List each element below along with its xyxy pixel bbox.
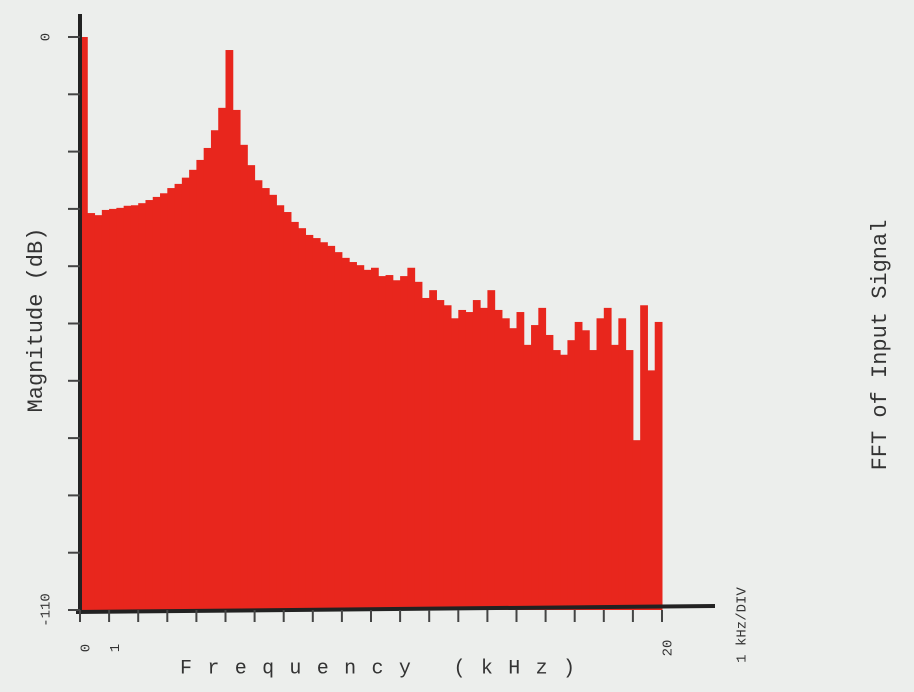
bar: [203, 147, 212, 610]
bar: [130, 205, 139, 610]
bar: [429, 290, 437, 610]
y-tick-label: -110: [39, 593, 55, 627]
bar: [225, 50, 234, 611]
bar: [531, 325, 539, 610]
bar: [312, 238, 321, 610]
bar: [560, 354, 568, 610]
bar: [574, 321, 583, 610]
bar: [625, 350, 634, 610]
bar: [116, 207, 125, 610]
bar: [138, 203, 146, 611]
bar: [371, 267, 379, 610]
bar: [167, 188, 176, 610]
bar: [283, 212, 292, 610]
bar: [109, 208, 117, 610]
bar: [94, 215, 103, 610]
bar: [232, 109, 241, 610]
bar: [290, 221, 299, 610]
bar: [407, 267, 416, 610]
bar: [611, 344, 619, 610]
bar: [596, 318, 605, 610]
bar: [647, 370, 656, 610]
bar: [632, 440, 641, 610]
bar: [349, 262, 357, 610]
bar: [451, 318, 459, 610]
bar: [538, 307, 547, 610]
bar: [145, 200, 154, 610]
bar: [472, 300, 481, 610]
y-axis-title: Magnitude (dB): [24, 228, 49, 413]
bar: [480, 307, 488, 610]
bar: [400, 276, 408, 610]
x-tick-label: 20: [661, 640, 677, 657]
bar: [174, 183, 183, 610]
bar: [443, 305, 452, 610]
bar: [196, 159, 205, 610]
bar: [341, 257, 350, 610]
bar: [320, 242, 328, 611]
bar: [436, 300, 445, 610]
scale-note: 1 kHz/DIV: [735, 587, 751, 663]
bar: [218, 107, 226, 611]
bar: [276, 205, 285, 610]
bar: [494, 309, 503, 610]
bar: [254, 180, 263, 610]
bar: [269, 194, 277, 610]
bar: [363, 269, 372, 610]
bar: [581, 330, 590, 610]
bar: [567, 340, 576, 610]
bar: [123, 205, 132, 611]
bar: [545, 334, 554, 610]
bar: [516, 312, 525, 610]
bar: [509, 328, 517, 610]
bar: [87, 213, 96, 611]
bar: [487, 290, 496, 610]
bar: [501, 318, 510, 610]
bar: [160, 193, 168, 611]
bar: [152, 196, 161, 610]
y-tick-label: 0: [39, 33, 55, 41]
x-tick-label: 0: [79, 644, 95, 652]
bar: [189, 169, 197, 610]
bar: [261, 188, 270, 610]
bar: [334, 252, 343, 611]
bar: [640, 305, 648, 610]
bar: [385, 275, 394, 610]
bar: [378, 276, 387, 610]
bar: [327, 245, 336, 610]
bar: [356, 265, 365, 610]
bar: [589, 350, 598, 610]
bar: [414, 281, 423, 610]
bar: [392, 280, 401, 610]
x-axis: [75, 604, 716, 614]
bar: [305, 234, 314, 611]
bar: [603, 307, 612, 610]
bar: [421, 297, 430, 610]
x-axis-title: Frequency (kHz): [180, 657, 575, 680]
bar: [654, 321, 663, 610]
bar: [240, 144, 248, 610]
x-tick-label: 1: [108, 644, 124, 652]
bar: [247, 165, 256, 611]
bar: [552, 350, 561, 610]
bar: [210, 130, 219, 610]
bar: [523, 344, 532, 610]
bar: [458, 309, 467, 610]
bar: [181, 177, 190, 611]
bar: [101, 209, 110, 610]
bar: [298, 228, 307, 610]
bar: [80, 37, 88, 610]
bar: [465, 312, 474, 610]
chart-title: FFT of Input Signal: [868, 220, 893, 471]
bar: [618, 318, 627, 610]
